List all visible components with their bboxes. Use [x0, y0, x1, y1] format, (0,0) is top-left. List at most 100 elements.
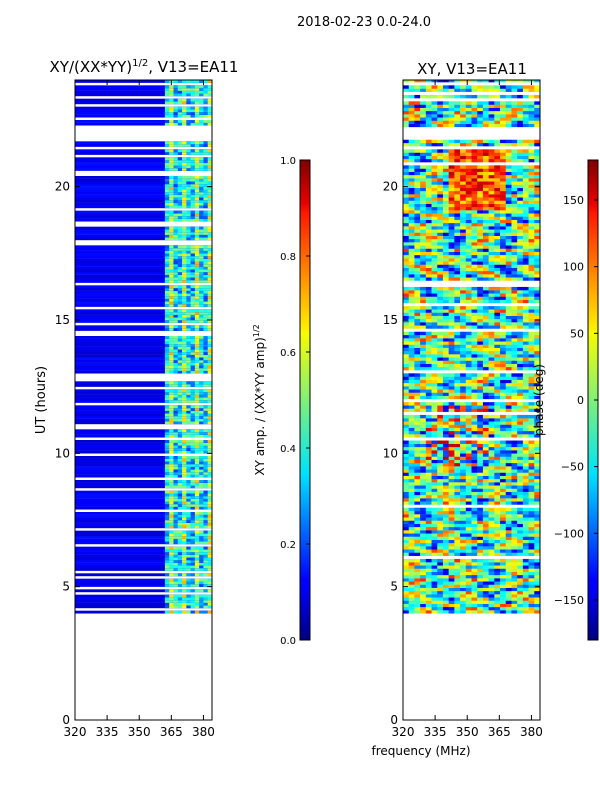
phase-cell: [465, 184, 472, 188]
phase-cell: [448, 226, 455, 230]
phase-cell: [414, 571, 421, 576]
phase-cell: [408, 450, 415, 454]
phase-cell: [517, 200, 524, 204]
amplitude-cell: [173, 354, 179, 358]
phase-cell: [522, 341, 529, 345]
amplitude-cell: [203, 365, 209, 369]
phase-cell: [471, 203, 478, 208]
phase-cell: [477, 405, 484, 409]
amplitude-cell: [164, 557, 170, 561]
amplitude-cell: [207, 264, 212, 267]
amplitude-cell: [173, 552, 179, 555]
phase-cell: [528, 338, 535, 342]
phase-cell: [517, 350, 524, 355]
phase-cell: [437, 338, 444, 342]
phase-cell: [460, 219, 467, 224]
amplitude-cell: [182, 474, 187, 478]
phase-cell: [437, 456, 444, 460]
phase-cell: [534, 200, 540, 204]
phase-cell: [442, 322, 449, 326]
phase-cell: [517, 472, 524, 476]
phase-cell: [471, 254, 478, 259]
phase-cell: [425, 414, 432, 419]
phase-cell: [408, 251, 415, 256]
phase-cell: [477, 235, 484, 240]
amplitude-cell: [177, 600, 183, 603]
phase-cell: [437, 242, 444, 246]
amplitude-cell: [169, 296, 174, 299]
amplitude-cell: [190, 144, 196, 147]
phase-cell: [420, 542, 427, 547]
phase-cell: [460, 222, 467, 227]
phase-cell: [420, 418, 427, 422]
phase-cell: [442, 190, 449, 195]
amplitude-cell: [169, 594, 174, 598]
amplitude-cell: [169, 440, 174, 443]
phase-cell: [465, 293, 472, 297]
phase-cell: [460, 498, 467, 502]
phase-cell: [425, 472, 432, 476]
amplitude-cell: [199, 325, 204, 329]
phase-cell: [477, 427, 484, 432]
amplitude-cell: [203, 392, 209, 395]
amplitude-cell: [194, 362, 200, 366]
phase-cell: [408, 200, 415, 204]
phase-cell: [437, 466, 444, 470]
phase-cell: [482, 194, 489, 198]
phase-cell: [448, 462, 455, 467]
phase-cell: [522, 549, 529, 553]
phase-cell: [431, 373, 438, 377]
amplitude-cell: [177, 360, 183, 363]
amplitude-cell: [199, 162, 204, 166]
phase-cell: [511, 472, 518, 476]
phase-cell: [425, 565, 432, 569]
amplitude-row: [75, 389, 212, 393]
amplitude-cell: [164, 317, 170, 321]
phase-cell: [425, 306, 432, 310]
phase-cell: [442, 248, 449, 252]
phase-cell: [488, 466, 495, 470]
amplitude-cell: [203, 149, 209, 153]
phase-cell: [408, 363, 415, 368]
amplitude-cell: [186, 141, 191, 145]
amplitude-cell: [199, 560, 204, 563]
phase-cell: [414, 421, 421, 425]
phase-cell: [414, 498, 421, 502]
phase-cell: [454, 318, 461, 323]
phase-cell: [420, 171, 427, 176]
phase-cell: [425, 194, 432, 198]
phase-cell: [534, 443, 540, 448]
amplitude-cell: [190, 362, 196, 366]
phase-cell: [517, 261, 524, 265]
phase-cell: [494, 450, 501, 454]
phase-cell: [414, 558, 421, 563]
phase-cell: [528, 507, 535, 512]
amplitude-cell: [203, 448, 209, 451]
phase-cell: [403, 354, 410, 358]
phase-cell: [408, 482, 415, 486]
amplitude-cell: [194, 405, 200, 409]
amplitude-cell: [173, 394, 179, 398]
amplitude-cell: [207, 189, 212, 193]
amplitude-cell: [207, 442, 212, 446]
phase-cell: [494, 334, 501, 339]
amplitude-cell: [177, 450, 183, 454]
phase-cell: [414, 530, 421, 534]
phase-cell: [437, 568, 444, 572]
phase-cell: [477, 178, 484, 182]
phase-cell: [460, 526, 467, 531]
amplitude-cell: [177, 466, 183, 470]
phase-cell: [494, 296, 501, 300]
phase-cell: [431, 552, 438, 556]
phase-cell: [460, 539, 467, 544]
amplitude-row: [75, 394, 212, 398]
phase-cell: [500, 219, 507, 224]
phase-cell: [408, 338, 415, 342]
phase-cell: [442, 331, 449, 336]
amplitude-cell: [207, 384, 212, 387]
amplitude-cell: [173, 157, 179, 161]
phase-cell: [448, 277, 455, 281]
phase-cell: [454, 440, 461, 444]
phase-cell: [494, 325, 501, 329]
amplitude-cell: [182, 288, 187, 291]
